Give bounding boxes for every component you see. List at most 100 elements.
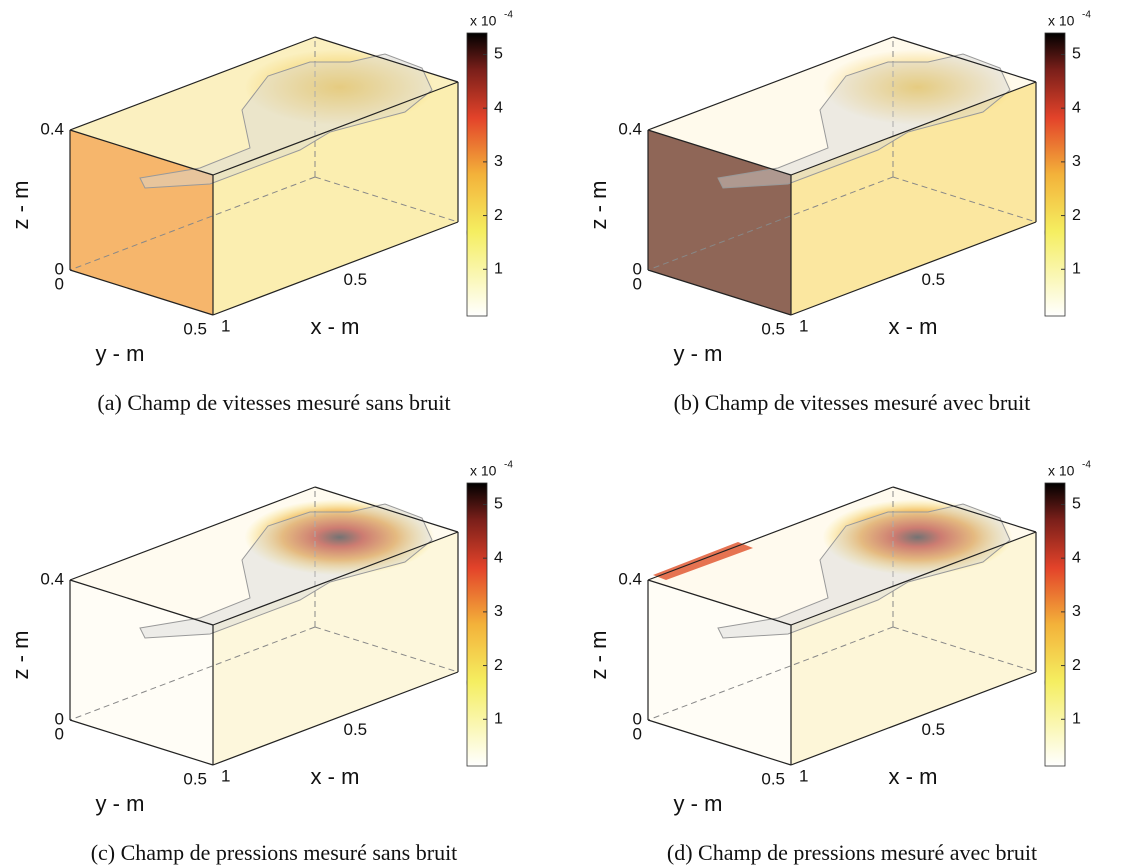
- colorbar-multiplier: x 10: [470, 463, 497, 479]
- z-tick-label: 0.4: [40, 569, 64, 588]
- colorbar-multiplier: x 10: [1048, 13, 1075, 29]
- colorbar-tick-label: 1: [494, 710, 503, 727]
- hidden-edge: [647, 626, 894, 721]
- y-tick-label: 0.5: [761, 319, 785, 338]
- colorbar-tick-label: 3: [1072, 603, 1081, 620]
- z-tick-label: 0: [55, 709, 64, 728]
- x-tick-label: 1: [221, 766, 230, 785]
- colorbar-tick-label: 2: [1072, 207, 1081, 224]
- x-tick-label: 1: [799, 316, 808, 335]
- colorbar-tick-label: 5: [494, 496, 503, 513]
- x-tick-label: 0.5: [922, 720, 946, 739]
- box-edge: [647, 269, 792, 316]
- hidden-edge: [314, 626, 459, 673]
- x-axis-label: x - m: [889, 764, 938, 789]
- colorbar-tick-label: 1: [494, 260, 503, 277]
- caption: (a) Champ de vitesses mesuré sans bruit: [97, 390, 450, 415]
- box-edge: [212, 221, 459, 316]
- box-edge: [314, 486, 459, 533]
- colorbar: [466, 32, 488, 317]
- guitar: [139, 53, 433, 189]
- colorbar-tick-label: 4: [494, 99, 503, 116]
- colorbar: [466, 482, 488, 767]
- face-right: [213, 532, 458, 765]
- colorbar-tick-label: 1: [1072, 260, 1081, 277]
- face-right: [791, 532, 1036, 765]
- hidden-edge: [314, 176, 459, 223]
- colorbar: [1044, 32, 1066, 317]
- x-axis-label: x - m: [889, 314, 938, 339]
- caption: (b) Champ de vitesses mesuré avec bruit: [674, 390, 1031, 415]
- guitar: [139, 503, 433, 639]
- z-tick-label: 0.4: [618, 119, 642, 138]
- face-right: [213, 82, 458, 315]
- x-tick-label: 1: [799, 766, 808, 785]
- x-tick-label: 1: [221, 316, 230, 335]
- y-tick-label: 0: [55, 724, 64, 743]
- colorbar-tick-label: 1: [1072, 710, 1081, 727]
- face-right: [791, 82, 1036, 315]
- z-tick-label: 0: [633, 259, 642, 278]
- colorbar-exponent: -4: [504, 10, 513, 21]
- z-axis-label: z - m: [8, 181, 33, 230]
- x-tick-label: 0.5: [344, 270, 368, 289]
- hidden-edge: [892, 176, 1037, 223]
- box-edge: [647, 719, 792, 766]
- colorbar: [1044, 482, 1066, 767]
- box-edge: [647, 579, 792, 626]
- y-tick-label: 0.5: [183, 769, 207, 788]
- colorbar-tick-label: 3: [494, 603, 503, 620]
- colorbar-multiplier: x 10: [470, 13, 497, 29]
- box-edge: [69, 36, 316, 131]
- colorbar-tick-label: 3: [1072, 153, 1081, 170]
- face-front: [70, 580, 213, 765]
- y-axis-label: y - m: [674, 341, 723, 366]
- box-edge: [314, 36, 459, 83]
- box-edge: [790, 671, 1037, 766]
- colorbar-tick-label: 4: [1072, 549, 1081, 566]
- face-front: [648, 130, 791, 315]
- box-edge: [69, 719, 214, 766]
- colorbar-tick-label: 5: [1072, 496, 1081, 513]
- box-edge: [790, 531, 1037, 626]
- z-tick-label: 0: [633, 709, 642, 728]
- box-edge: [647, 129, 792, 176]
- hidden-edge: [892, 626, 1037, 673]
- x-tick-label: 0.5: [344, 720, 368, 739]
- hidden-edge: [69, 626, 316, 721]
- colorbar-tick-label: 5: [494, 46, 503, 63]
- field-strip: [653, 542, 753, 580]
- y-tick-label: 0: [55, 274, 64, 293]
- z-tick-label: 0.4: [618, 569, 642, 588]
- hidden-edge: [647, 176, 894, 271]
- colorbar-tick-label: 4: [1072, 99, 1081, 116]
- y-axis-label: y - m: [96, 791, 145, 816]
- y-tick-label: 0: [633, 274, 642, 293]
- colorbar-tick-label: 3: [494, 153, 503, 170]
- box-edge: [69, 129, 214, 176]
- face-front: [70, 130, 213, 315]
- z-tick-label: 0.4: [40, 119, 64, 138]
- z-tick-label: 0: [55, 259, 64, 278]
- z-axis-label: z - m: [8, 631, 33, 680]
- face-front: [648, 580, 791, 765]
- x-tick-label: 0.5: [922, 270, 946, 289]
- colorbar-exponent: -4: [1082, 460, 1091, 471]
- box-edge: [790, 221, 1037, 316]
- z-axis-label: z - m: [586, 181, 611, 230]
- y-axis-label: y - m: [674, 791, 723, 816]
- colorbar-tick-label: 4: [494, 549, 503, 566]
- colorbar-multiplier: x 10: [1048, 463, 1075, 479]
- z-axis-label: z - m: [586, 631, 611, 680]
- guitar: [717, 53, 1011, 189]
- colorbar-exponent: -4: [504, 460, 513, 471]
- guitar: [717, 503, 1011, 639]
- box-edge: [69, 486, 316, 581]
- box-edge: [212, 671, 459, 766]
- y-tick-label: 0: [633, 724, 642, 743]
